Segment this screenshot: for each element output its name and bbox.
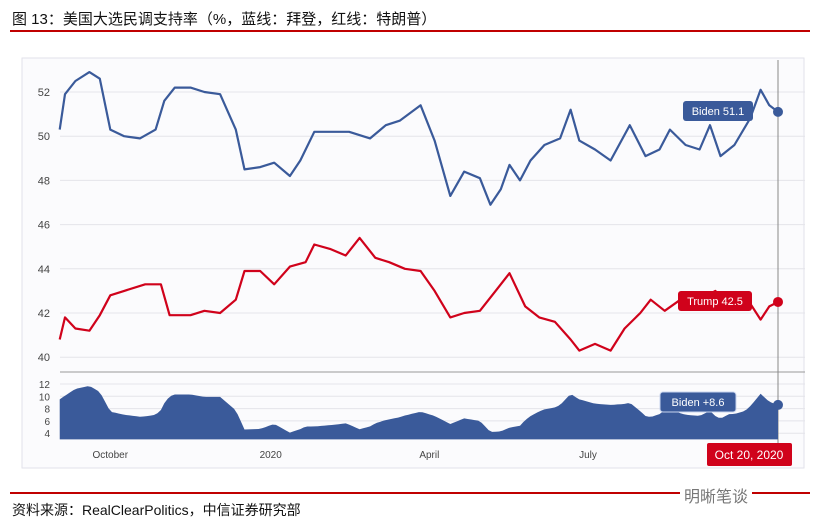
source-note: 资料来源：RealClearPolitics，中信证券研究部 — [12, 502, 301, 518]
title-rule — [10, 30, 810, 32]
spread-endpoint — [773, 399, 783, 410]
svg-text:Oct 20, 2020: Oct 20, 2020 — [715, 448, 784, 462]
footer-rule — [10, 492, 810, 494]
spread-y-tick-label: 10 — [39, 392, 51, 403]
spread-label: Biden +8.6 — [659, 391, 737, 413]
y-tick-label: 46 — [38, 220, 50, 232]
spread-area — [59, 386, 779, 440]
y-tick-label: 48 — [38, 175, 50, 187]
y-tick-label: 40 — [38, 352, 50, 364]
watermark: 明晰笔谈 — [680, 483, 753, 507]
y-tick-label: 52 — [38, 87, 50, 99]
date-label: Oct 20, 2020 — [707, 443, 792, 466]
spread-y-tick-label: 6 — [44, 417, 50, 428]
x-tick-label: July — [579, 450, 597, 461]
biden-label: Biden 51.1 — [683, 101, 753, 121]
svg-text:Trump 42.5: Trump 42.5 — [687, 296, 743, 308]
biden-endpoint — [773, 106, 783, 117]
y-tick-label: 50 — [38, 131, 50, 143]
trump-endpoint — [773, 296, 783, 307]
svg-text:Biden +8.6: Biden +8.6 — [672, 397, 725, 409]
spread-y-tick-label: 4 — [44, 429, 50, 440]
spread-y-tick-label: 8 — [44, 405, 50, 416]
trump-label: Trump 42.5 — [678, 291, 752, 311]
figure-title: 图 13：美国大选民调支持率（%，蓝线：拜登，红线：特朗普） — [12, 11, 437, 28]
y-tick-label: 44 — [38, 264, 50, 276]
trump-line — [58, 236, 779, 352]
biden-line — [58, 70, 779, 206]
x-tick-label: October — [93, 450, 129, 461]
x-tick-label: April — [419, 450, 439, 461]
x-tick-label: 2020 — [260, 450, 283, 461]
spread-y-tick-label: 12 — [39, 380, 51, 391]
y-tick-label: 42 — [38, 308, 50, 320]
svg-text:Biden 51.1: Biden 51.1 — [692, 106, 745, 118]
